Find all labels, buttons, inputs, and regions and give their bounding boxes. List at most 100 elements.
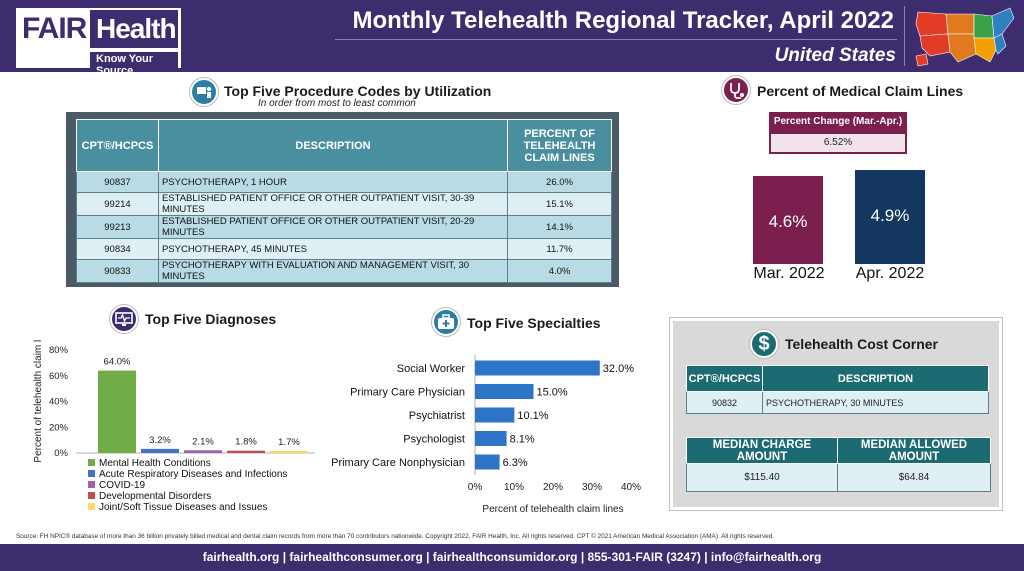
- code-cell: 90833: [76, 259, 159, 283]
- column-header-code: CPT®/HCPCS: [76, 119, 159, 172]
- claim-lines-title: Percent of Medical Claim Lines: [757, 83, 964, 99]
- diagnosis-bar: [270, 450, 308, 453]
- code-cell: 99213: [76, 215, 159, 239]
- claim-category-label: Apr. 2022: [855, 265, 925, 282]
- claim-bar-value-label: 4.6%: [768, 211, 808, 231]
- legend-swatch: [88, 492, 95, 499]
- legend-swatch: [88, 481, 95, 488]
- procedures-title: Top Five Procedure Codes by Utilization: [224, 83, 492, 99]
- cost-description-header: DESCRIPTION: [762, 365, 989, 392]
- medical-kit-icon: [432, 308, 460, 336]
- description-cell: ESTABLISHED PATIENT OFFICE OR OTHER OUTP…: [157, 215, 509, 239]
- claim-bar-apr: 4.9%: [855, 170, 925, 264]
- code-cell: 90834: [76, 238, 159, 260]
- diagnosis-bar: [227, 450, 265, 453]
- specialty-category-label: Psychologist: [403, 434, 465, 446]
- logo-tagline: Know Your Source: [96, 53, 154, 77]
- legend-label: Mental Health Conditions: [99, 458, 211, 469]
- specialty-value-label: 8.1%: [510, 434, 535, 446]
- specialty-bar: [475, 384, 534, 399]
- legend-item: Mental Health Conditions: [88, 458, 287, 469]
- cost-code-table: CPT®/HCPCS DESCRIPTION 90832 PSYCHOTHERA…: [686, 365, 989, 414]
- x-tick-label: 40%: [621, 482, 641, 493]
- specialty-value-label: 6.3%: [503, 457, 528, 469]
- legend-item: Joint/Soft Tissue Diseases and Issues: [88, 502, 287, 513]
- percent-cell: 26.0%: [507, 171, 612, 193]
- specialties-x-axis-label: Percent of telehealth claim lines: [482, 504, 623, 515]
- specialties-chart: 0% 10% 20% 30% 40% Social Worker 32.0% Primary…: [331, 355, 641, 515]
- legend-item: Acute Respiratory Diseases and Infection…: [88, 469, 287, 480]
- us-regions-map-icon: [915, 7, 1015, 67]
- y-tick-label: 20%: [49, 422, 69, 433]
- legend-item: COVID-19: [88, 480, 287, 491]
- diagnosis-value-label: 1.8%: [235, 437, 257, 448]
- specialty-category-label: Psychiatrist: [409, 410, 465, 422]
- logo-health-background: [90, 10, 178, 48]
- legend-swatch: [88, 503, 95, 510]
- cost-code-cell: 90832: [686, 391, 763, 414]
- diagnosis-value-label: 2.1%: [192, 436, 214, 447]
- percent-change-label: Percent Change (Mar.-Apr.): [769, 112, 907, 132]
- x-tick-label: 10%: [504, 482, 524, 493]
- logo-health-text: Health: [96, 13, 177, 44]
- description-cell: PSYCHOTHERAPY, 45 MINUTES: [157, 238, 509, 260]
- diagnoses-title: Top Five Diagnoses: [145, 311, 277, 327]
- table-row: 99213 ESTABLISHED PATIENT OFFICE OR OTHE…: [76, 215, 612, 239]
- code-cell: 99214: [76, 192, 159, 216]
- claim-bar-mar: 4.6%: [753, 175, 823, 264]
- y-tick-label: 80%: [49, 345, 69, 356]
- specialty-bar: [475, 360, 600, 376]
- column-header-percent: PERCENT OF TELEHEALTH CLAIM LINES: [507, 119, 612, 172]
- specialty-value-label: 10.1%: [517, 410, 548, 422]
- cost-corner-title: Telehealth Cost Corner: [785, 336, 938, 352]
- specialty-value-label: 32.0%: [603, 363, 634, 375]
- legend-swatch: [88, 459, 95, 466]
- logo-fair-text: FAIR: [22, 12, 87, 45]
- diagnosis-bar: [98, 370, 136, 453]
- x-tick-label: 20%: [543, 482, 563, 493]
- percent-cell: 4.0%: [507, 259, 612, 283]
- column-header-description: DESCRIPTION: [157, 119, 509, 172]
- diagnosis-bar: [141, 448, 179, 453]
- x-tick-label: 0%: [468, 482, 483, 493]
- procedures-table: CPT®/HCPCS DESCRIPTION PERCENT OF TELEHE…: [76, 119, 612, 283]
- diagnoses-y-axis-label: Percent of telehealth claim lines: [33, 340, 44, 463]
- legend-label: Joint/Soft Tissue Diseases and Issues: [99, 502, 268, 513]
- dollar-icon: $: [750, 330, 778, 358]
- diagnosis-bar: [184, 450, 222, 453]
- description-cell: PSYCHOTHERAPY, 1 HOUR: [157, 171, 509, 193]
- cost-amount-table: MEDIAN CHARGE AMOUNT MEDIAN ALLOWED AMOU…: [686, 437, 991, 492]
- diagnoses-legend: Mental Health Conditions Acute Respirato…: [88, 458, 287, 513]
- legend-label: Developmental Disorders: [99, 491, 212, 502]
- region-subtitle: United States: [774, 45, 896, 66]
- footer-links[interactable]: fairhealth.org | fairhealthconsumer.org …: [0, 544, 1024, 571]
- specialty-bar: [475, 431, 507, 446]
- x-tick-label: 30%: [582, 482, 602, 493]
- legend-label: Acute Respiratory Diseases and Infection…: [99, 469, 288, 480]
- claim-category-label: Mar. 2022: [753, 265, 825, 282]
- percent-change-value: 6.52%: [769, 132, 907, 154]
- doctor-computer-icon: [190, 78, 218, 106]
- map-divider: [904, 6, 905, 66]
- specialty-value-label: 15.0%: [537, 387, 568, 399]
- table-row: 90832 PSYCHOTHERAPY, 30 MINUTES: [686, 391, 989, 414]
- specialties-title: Top Five Specialties: [467, 315, 601, 331]
- description-cell: ESTABLISHED PATIENT OFFICE OR OTHER OUTP…: [157, 192, 509, 216]
- table-row: $115.40 $64.84: [686, 463, 991, 492]
- diagnosis-value-label: 1.7%: [278, 437, 300, 448]
- percent-cell: 11.7%: [507, 238, 612, 260]
- y-tick-label: 60%: [49, 371, 69, 382]
- fair-health-logo[interactable]: FAIR Health Know Your Source: [16, 8, 181, 77]
- claim-bar-value-label: 4.9%: [870, 206, 910, 225]
- median-charge-header: MEDIAN CHARGE AMOUNT: [686, 437, 838, 464]
- legend-label: COVID-19: [99, 480, 146, 491]
- legend-item: Developmental Disorders: [88, 491, 287, 502]
- specialty-bar: [475, 454, 500, 470]
- y-tick-label: 40%: [49, 397, 69, 408]
- median-allowed-value: $64.84: [837, 463, 991, 492]
- logo-tagline-background: [90, 52, 178, 68]
- y-tick-label: 0%: [54, 448, 68, 459]
- percent-cell: 15.1%: [507, 192, 612, 216]
- cost-description-cell: PSYCHOTHERAPY, 30 MINUTES: [762, 391, 989, 414]
- monitor-heart-icon: [110, 305, 138, 333]
